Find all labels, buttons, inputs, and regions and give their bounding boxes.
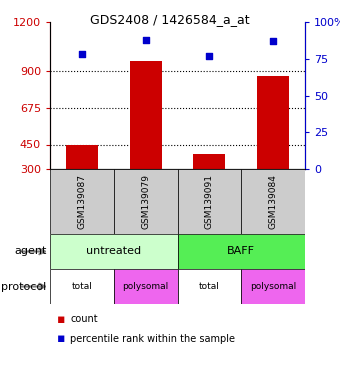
- Text: total: total: [199, 282, 220, 291]
- Point: [143, 36, 148, 43]
- Bar: [177, 169, 241, 234]
- Text: percentile rank within the sample: percentile rank within the sample: [70, 334, 235, 344]
- Text: GSM139087: GSM139087: [78, 174, 86, 229]
- Text: count: count: [70, 314, 98, 324]
- Bar: [241, 169, 305, 234]
- Text: GSM139079: GSM139079: [141, 174, 150, 229]
- Bar: [50, 269, 114, 304]
- Bar: [130, 61, 161, 169]
- Bar: [177, 269, 241, 304]
- Text: total: total: [71, 282, 92, 291]
- Text: GSM139091: GSM139091: [205, 174, 214, 229]
- Text: polysomal: polysomal: [122, 282, 169, 291]
- Bar: [193, 154, 225, 169]
- Text: GSM139084: GSM139084: [269, 174, 278, 229]
- Text: polysomal: polysomal: [250, 282, 296, 291]
- Bar: [114, 269, 177, 304]
- Bar: [177, 234, 305, 269]
- Text: BAFF: BAFF: [227, 247, 255, 257]
- Text: ▪: ▪: [57, 332, 65, 345]
- Bar: [50, 169, 114, 234]
- Bar: [257, 76, 289, 169]
- Text: untreated: untreated: [86, 247, 141, 257]
- Bar: [241, 269, 305, 304]
- Bar: [66, 144, 98, 169]
- Bar: [50, 234, 177, 269]
- Text: ▪: ▪: [57, 313, 65, 326]
- Point: [79, 51, 85, 58]
- Bar: [114, 169, 177, 234]
- Text: GDS2408 / 1426584_a_at: GDS2408 / 1426584_a_at: [90, 13, 250, 26]
- Text: agent: agent: [14, 247, 47, 257]
- Text: protocol: protocol: [1, 281, 47, 291]
- Point: [270, 38, 276, 44]
- Point: [207, 53, 212, 59]
